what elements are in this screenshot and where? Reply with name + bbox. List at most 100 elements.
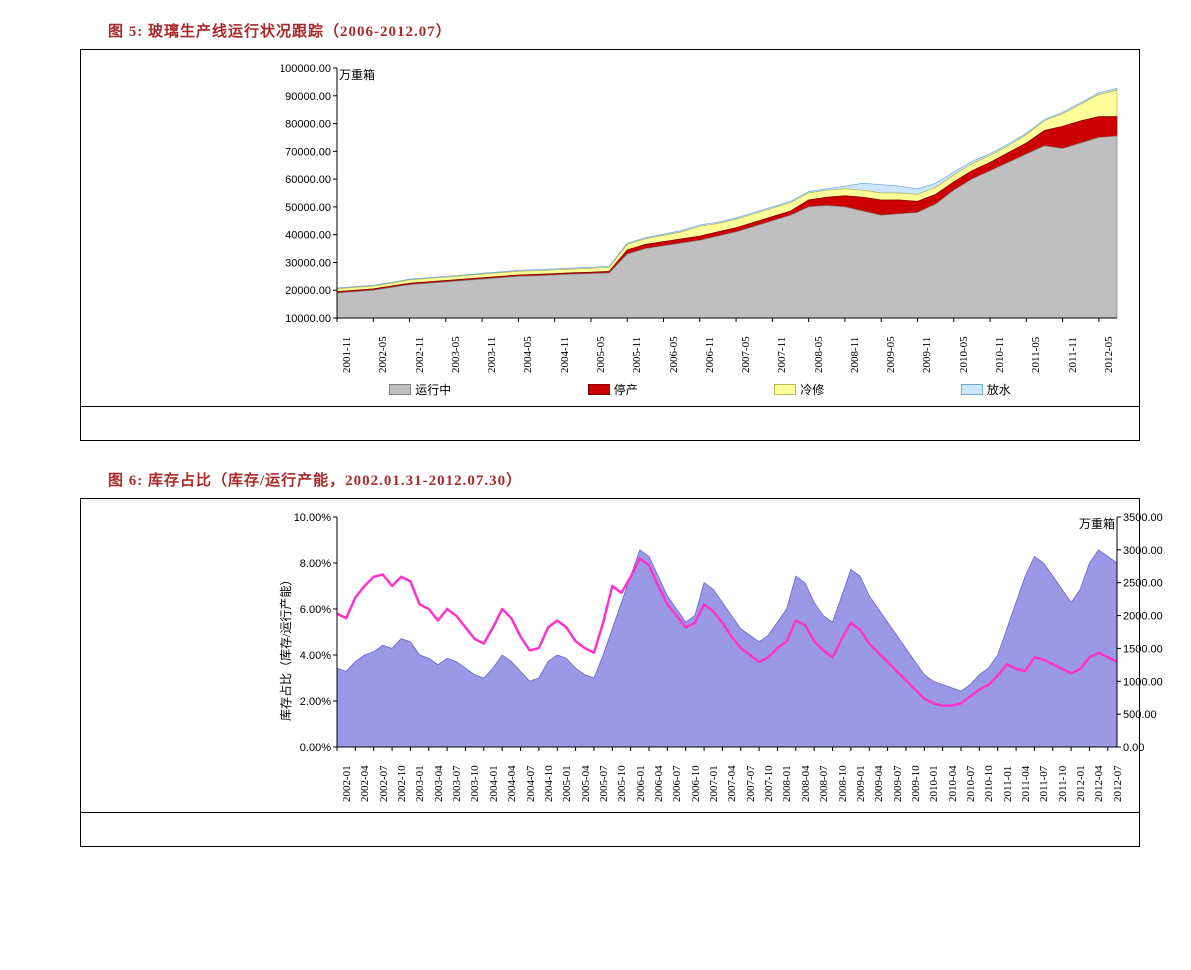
chart-6-xtick-label: 2006-04 <box>653 765 665 802</box>
legend-swatch <box>389 384 411 395</box>
chart-6-xtick-label: 2008-04 <box>800 765 812 802</box>
chart-6-xtick-label: 2006-10 <box>690 765 702 802</box>
chart-6-xtick-label: 2010-10 <box>983 765 995 802</box>
chart-6-xtick-label: 2002-10 <box>396 765 408 802</box>
chart-6-xtick-label: 2011-04 <box>1020 766 1032 802</box>
svg-text:3500.00: 3500.00 <box>1123 512 1163 524</box>
chart-6-xtick-label: 2003-01 <box>414 765 426 802</box>
svg-text:0.00%: 0.00% <box>300 742 331 751</box>
chart-5-xtick-label: 2004-05 <box>522 336 534 373</box>
chart-5-xtick-label: 2005-05 <box>595 336 607 373</box>
chart-5-plot-wrap: 万重箱 10000.0020000.0030000.0040000.005000… <box>281 62 1119 400</box>
chart-6-xtick-label: 2004-04 <box>506 765 518 802</box>
svg-text:50000.00: 50000.00 <box>285 202 331 214</box>
chart-5-xtick-label: 2006-11 <box>704 337 716 373</box>
chart-6-xtick-label: 2010-04 <box>947 765 959 802</box>
chart-6-plot-wrap: 库存占比（库存/运行产能） 万重箱 0.00%2.00%4.00%6.00%8.… <box>281 511 1119 806</box>
chart-6-xtick-label: 2009-04 <box>873 765 885 802</box>
chart-6-xtick-label: 2011-01 <box>1002 766 1014 802</box>
chart-5-xtick-label: 2003-11 <box>486 337 498 373</box>
chart-6-xtick-label: 2009-07 <box>892 765 904 802</box>
chart-6-y-left-label: 库存占比（库存/运行产能） <box>277 574 294 721</box>
chart-5-xtick-label: 2007-05 <box>740 336 752 373</box>
chart-6-xtick-label: 2005-10 <box>616 765 628 802</box>
chart-6-footer <box>80 813 1140 847</box>
chart-5-xtick-label: 2010-05 <box>958 336 970 373</box>
chart-6-xtick-label: 2005-04 <box>580 765 592 802</box>
chart-6-y-right-unit: 万重箱 <box>1079 515 1115 532</box>
svg-text:70000.00: 70000.00 <box>285 146 331 158</box>
chart-6-xtick-label: 2004-10 <box>543 765 555 802</box>
chart-5-xaxis-labels: 2001-112002-052002-112003-052003-112004-… <box>281 327 1123 377</box>
chart-6-xtick-label: 2010-01 <box>928 765 940 802</box>
chart-5-xtick-label: 2005-11 <box>631 337 643 373</box>
chart-5-xtick-label: 2011-11 <box>1067 337 1079 373</box>
legend-label: 运行中 <box>415 381 451 398</box>
chart-6-xtick-label: 2011-07 <box>1038 766 1050 802</box>
chart-6-xtick-label: 2012-01 <box>1075 765 1087 802</box>
chart-5-container: 万重箱 10000.0020000.0030000.0040000.005000… <box>80 49 1140 407</box>
chart-6-xtick-label: 2002-01 <box>341 765 353 802</box>
chart-6-xtick-label: 2003-04 <box>433 765 445 802</box>
figure-6-block: 图 6: 库存占比（库存/运行产能，2002.01.31-2012.07.30）… <box>40 469 1151 847</box>
chart-6-xtick-label: 2006-07 <box>671 765 683 802</box>
chart-6-xtick-label: 2006-01 <box>635 765 647 802</box>
chart-6-xtick-label: 2008-10 <box>837 765 849 802</box>
legend-item: 放水 <box>961 381 1011 398</box>
figure-5-title: 图 5: 玻璃生产线运行状况跟踪（2006-2012.07） <box>108 20 1151 41</box>
chart-6-xtick-label: 2004-01 <box>488 765 500 802</box>
chart-6-xtick-label: 2002-07 <box>378 765 390 802</box>
chart-5-xtick-label: 2011-05 <box>1030 337 1042 373</box>
chart-6-xtick-label: 2005-01 <box>561 765 573 802</box>
svg-text:10.00%: 10.00% <box>294 512 332 524</box>
svg-text:30000.00: 30000.00 <box>285 257 331 269</box>
chart-6-xtick-label: 2008-07 <box>818 765 830 802</box>
legend-label: 放水 <box>987 381 1011 398</box>
chart-6-container: 库存占比（库存/运行产能） 万重箱 0.00%2.00%4.00%6.00%8.… <box>80 498 1140 813</box>
chart-6-xtick-label: 2012-07 <box>1112 765 1124 802</box>
chart-5-xtick-label: 2008-11 <box>849 337 861 373</box>
legend-label: 停产 <box>614 381 638 398</box>
chart-6-xtick-label: 2011-10 <box>1057 766 1069 802</box>
chart-6-xtick-label: 2007-10 <box>763 765 775 802</box>
svg-text:100000.00: 100000.00 <box>281 63 331 75</box>
chart-6-xtick-label: 2002-04 <box>359 765 371 802</box>
chart-5-xtick-label: 2010-11 <box>994 337 1006 373</box>
svg-text:2500.00: 2500.00 <box>1123 578 1163 590</box>
chart-6-xtick-label: 2009-01 <box>855 765 867 802</box>
chart-5-xtick-label: 2002-05 <box>377 336 389 373</box>
chart-6-xtick-label: 2003-10 <box>469 765 481 802</box>
chart-5-xtick-label: 2009-05 <box>885 336 897 373</box>
chart-6-xtick-label: 2007-04 <box>726 765 738 802</box>
legend-swatch <box>774 384 796 395</box>
chart-5-y-unit: 万重箱 <box>339 66 375 83</box>
chart-6-xtick-label: 2004-07 <box>525 765 537 802</box>
figure-6-title: 图 6: 库存占比（库存/运行产能，2002.01.31-2012.07.30） <box>108 469 1151 490</box>
svg-text:10000.00: 10000.00 <box>285 313 331 322</box>
svg-text:90000.00: 90000.00 <box>285 91 331 103</box>
legend-item: 停产 <box>588 381 638 398</box>
legend-label: 冷修 <box>800 381 824 398</box>
svg-text:40000.00: 40000.00 <box>285 230 331 242</box>
svg-text:60000.00: 60000.00 <box>285 174 331 186</box>
svg-text:0.00: 0.00 <box>1123 742 1144 751</box>
svg-text:4.00%: 4.00% <box>300 650 331 662</box>
chart-5-xtick-label: 2006-05 <box>668 336 680 373</box>
chart-6-xtick-label: 2010-07 <box>965 765 977 802</box>
svg-text:1000.00: 1000.00 <box>1123 676 1163 688</box>
svg-text:6.00%: 6.00% <box>300 604 331 616</box>
legend-item: 运行中 <box>389 381 451 398</box>
chart-6-xtick-label: 2009-10 <box>910 765 922 802</box>
chart-5-xtick-label: 2001-11 <box>341 337 353 373</box>
chart-6-xtick-label: 2005-07 <box>598 765 610 802</box>
chart-5-xtick-label: 2004-11 <box>559 337 571 373</box>
chart-6-xtick-label: 2007-01 <box>708 765 720 802</box>
chart-5-xtick-label: 2012-05 <box>1103 336 1115 373</box>
chart-5-xtick-label: 2007-11 <box>776 337 788 373</box>
legend-swatch <box>588 384 610 395</box>
chart-5-xtick-label: 2008-05 <box>813 336 825 373</box>
svg-text:80000.00: 80000.00 <box>285 119 331 131</box>
legend-item: 冷修 <box>774 381 824 398</box>
figure-5-block: 图 5: 玻璃生产线运行状况跟踪（2006-2012.07） 万重箱 10000… <box>40 20 1151 441</box>
chart-6-xtick-label: 2008-01 <box>781 765 793 802</box>
